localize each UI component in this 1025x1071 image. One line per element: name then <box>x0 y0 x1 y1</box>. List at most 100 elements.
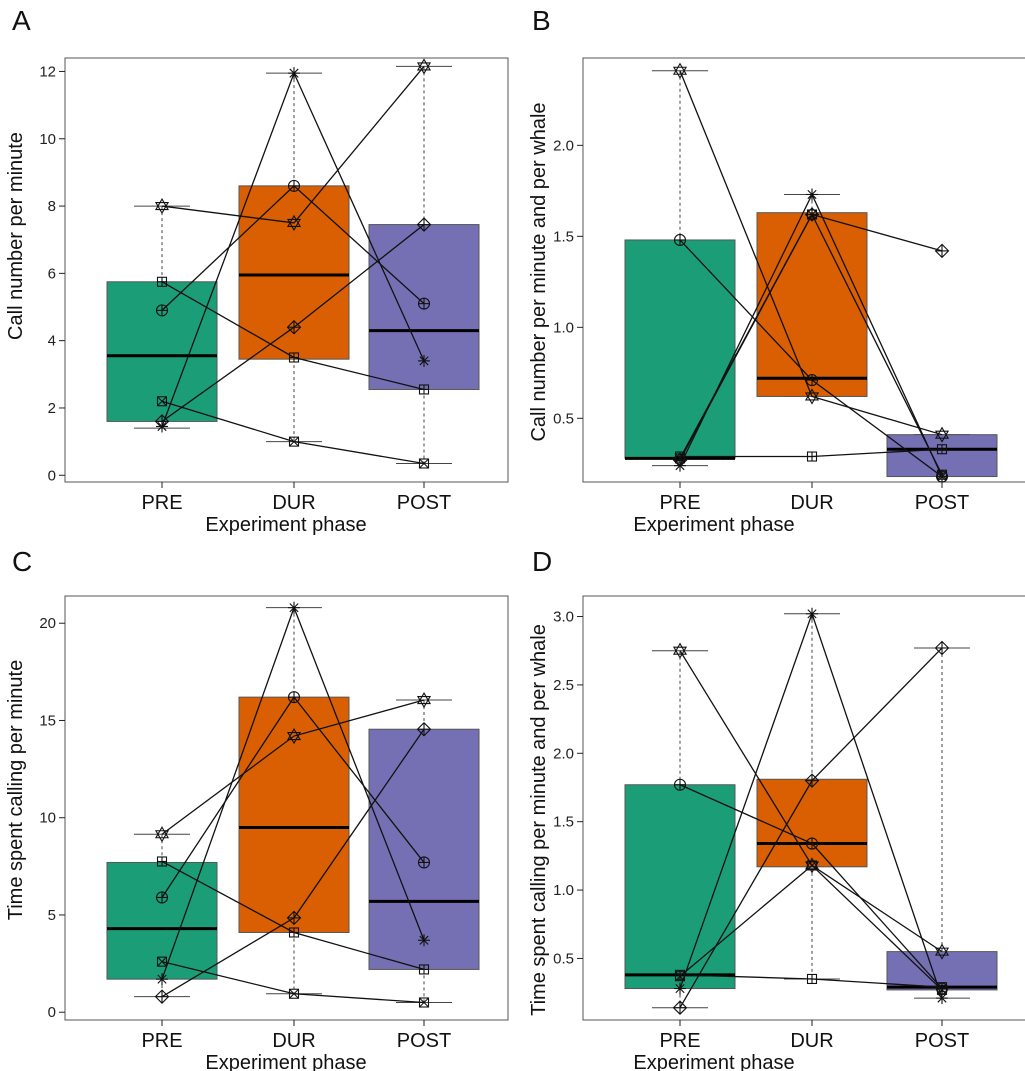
square-x-marker-d2 <box>289 988 299 999</box>
x-tick-label: DUR <box>790 1030 833 1052</box>
y-tick-label: 12 <box>39 63 56 80</box>
box-body <box>756 212 868 397</box>
y-tick-label: 10 <box>39 131 56 148</box>
square-x-marker-d2 <box>157 956 167 967</box>
square-x-marker <box>936 984 948 995</box>
y-tick-label: 20 <box>39 615 56 632</box>
x-axis-title: Experiment phase <box>633 1052 794 1071</box>
individual-star <box>674 607 948 1005</box>
square-x-marker <box>936 469 948 480</box>
star-marker <box>937 993 947 1003</box>
x-axis-title: Experiment phase <box>633 514 794 536</box>
box-body <box>756 778 868 868</box>
x-tick-label: POST <box>915 492 969 514</box>
y-tick-label: 2.0 <box>553 745 574 762</box>
individual-square-x <box>674 209 948 480</box>
star-of-david-marker-inv <box>672 646 688 659</box>
star-of-david-marker-inv <box>672 66 688 79</box>
star-of-david-marker <box>934 426 950 439</box>
square-x-marker <box>418 997 430 1008</box>
panel-c: C 0 5 10 15 20 PRE DUR POST Experiment phase Time … <box>5 546 509 1071</box>
y-axis-title: Time spent calling per minute <box>5 660 27 921</box>
star-of-david-marker <box>286 214 302 227</box>
star-of-david-marker <box>416 691 432 705</box>
star-marker <box>807 609 817 619</box>
panel-letter: D <box>532 546 552 577</box>
square-x-marker-d2 <box>419 997 429 1008</box>
star-marker <box>419 935 429 945</box>
square-x-marker <box>806 209 818 220</box>
star-of-david-marker <box>154 197 170 211</box>
square-x-marker-d2 <box>937 469 947 480</box>
individual-diamond-plus <box>672 640 950 1015</box>
individual-square-plus <box>156 856 430 975</box>
box-post <box>368 699 480 1003</box>
square-x-marker-d2 <box>289 436 299 447</box>
y-tick-label: 5 <box>48 907 56 924</box>
individual-square-x <box>156 396 430 469</box>
star-of-david-marker <box>934 943 950 956</box>
panel-a: A 0 2 4 6 8 10 12 PRE DUR POST Experiment phase Call… <box>5 5 509 536</box>
star-of-david-marker-inv <box>934 430 950 443</box>
individual-line <box>161 65 425 224</box>
individual-square-x <box>156 956 430 1008</box>
x-tick-label: PRE <box>659 492 700 514</box>
y-tick-label: 0.5 <box>553 950 574 967</box>
star-of-david-marker <box>286 727 302 741</box>
plot-frame <box>582 57 1025 483</box>
star-of-david-marker <box>804 388 820 401</box>
star-marker <box>675 983 685 994</box>
individual-circle-plus <box>673 233 949 483</box>
panel-d: D 0.5 1.0 1.5 2.0 2.5 3.0 PRE DUR POST Experiment … <box>528 546 1025 1071</box>
panel-letter: B <box>532 5 551 36</box>
plot-frame <box>582 595 1025 1021</box>
individual-diamond-plus <box>154 217 432 429</box>
y-axis-title: Call number per minute <box>5 132 27 340</box>
x-tick-label: DUR <box>790 492 833 514</box>
square-x-marker <box>806 860 818 871</box>
x-tick-label: POST <box>397 1030 451 1052</box>
individual-circle-plus <box>155 691 431 904</box>
x-tick-label: DUR <box>272 1030 315 1052</box>
star-of-david-marker <box>672 62 688 75</box>
x-tick-label: PRE <box>141 1030 182 1052</box>
star-of-david-marker <box>416 58 432 71</box>
y-tick-label: 2.5 <box>553 677 574 694</box>
square-x-marker <box>288 988 300 999</box>
box-body <box>624 784 736 990</box>
box-pre <box>624 650 736 1009</box>
y-tick-label: 0.5 <box>553 410 574 427</box>
y-tick-label: 10 <box>39 810 56 827</box>
star-of-david-marker-inv <box>416 696 432 709</box>
x-tick-label: PRE <box>659 1030 700 1052</box>
individual-star-of-david <box>154 58 432 231</box>
box-pre <box>106 205 218 429</box>
y-tick-label: 1.0 <box>553 319 574 336</box>
y-tick-label: 4 <box>48 333 56 350</box>
individual-square-plus <box>674 969 948 993</box>
square-x-marker-d2 <box>807 209 817 220</box>
individual-square-x <box>674 860 948 995</box>
box-post <box>368 65 480 464</box>
star-of-david-marker <box>672 642 688 655</box>
y-tick-label: 2.0 <box>553 137 574 154</box>
star-marker <box>807 189 817 200</box>
square-x-marker-d2 <box>937 985 947 995</box>
star-of-david-marker <box>804 857 820 870</box>
panel-letter: C <box>12 546 32 577</box>
y-axis-title: Time spent calling per minute and per wh… <box>528 624 550 1016</box>
y-tick-label: 15 <box>39 712 56 729</box>
square-x-marker-d2 <box>157 396 167 407</box>
star-of-david-marker-inv <box>154 202 170 215</box>
y-tick-label: 6 <box>48 265 56 282</box>
square-x-marker <box>156 956 168 967</box>
square-x-marker <box>674 971 686 982</box>
panel-b: B 0.5 1.0 1.5 2.0 PRE DUR POST Experiment phase C… <box>528 5 1025 536</box>
x-axis-title: Experiment phase <box>205 514 366 536</box>
individual-line <box>679 70 943 436</box>
star-of-david-marker-inv <box>804 392 820 405</box>
individual-square-plus <box>156 276 430 395</box>
y-tick-label: 2 <box>48 400 56 417</box>
star-of-david-marker <box>154 826 170 839</box>
